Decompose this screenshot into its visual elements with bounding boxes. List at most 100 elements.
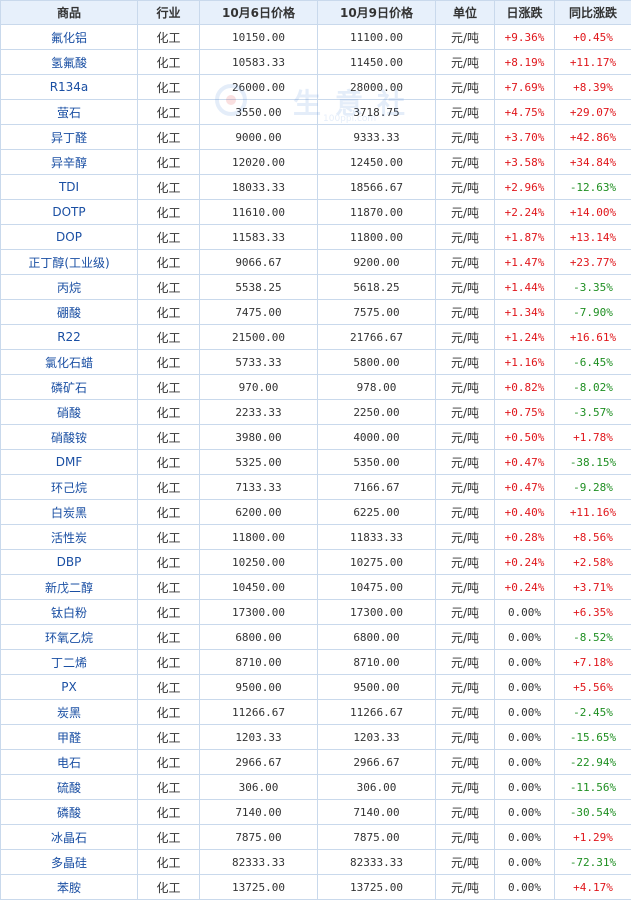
- yoy-change-cell: +8.56%: [555, 525, 631, 550]
- price-oct9-cell: 2250.00: [318, 400, 436, 425]
- commodity-link[interactable]: 萤石: [1, 100, 138, 125]
- commodity-link[interactable]: 炭黑: [1, 700, 138, 725]
- price-oct6-cell: 10150.00: [200, 25, 318, 50]
- price-oct9-cell: 7166.67: [318, 475, 436, 500]
- industry-cell: 化工: [138, 250, 200, 275]
- commodity-link[interactable]: 环氧乙烷: [1, 625, 138, 650]
- commodity-link[interactable]: 硫酸: [1, 775, 138, 800]
- price-oct6-cell: 2233.33: [200, 400, 318, 425]
- commodity-link[interactable]: 苯胺: [1, 875, 138, 900]
- commodity-link[interactable]: 氢氟酸: [1, 50, 138, 75]
- unit-cell: 元/吨: [436, 450, 495, 475]
- industry-cell: 化工: [138, 25, 200, 50]
- commodity-link[interactable]: 正丁醇(工业级): [1, 250, 138, 275]
- price-oct9-cell: 11800.00: [318, 225, 436, 250]
- daily-change-cell: 0.00%: [495, 625, 555, 650]
- commodity-link[interactable]: 磷酸: [1, 800, 138, 825]
- commodity-link[interactable]: 异辛醇: [1, 150, 138, 175]
- yoy-change-cell: +3.71%: [555, 575, 631, 600]
- unit-cell: 元/吨: [436, 475, 495, 500]
- unit-cell: 元/吨: [436, 775, 495, 800]
- commodity-link[interactable]: DBP: [1, 550, 138, 575]
- price-oct6-cell: 9500.00: [200, 675, 318, 700]
- daily-change-cell: +2.96%: [495, 175, 555, 200]
- commodity-link[interactable]: 电石: [1, 750, 138, 775]
- industry-cell: 化工: [138, 350, 200, 375]
- daily-change-cell: +0.24%: [495, 550, 555, 575]
- daily-change-cell: +1.47%: [495, 250, 555, 275]
- commodity-link[interactable]: 丙烷: [1, 275, 138, 300]
- yoy-change-cell: +0.45%: [555, 25, 631, 50]
- commodity-link[interactable]: DOP: [1, 225, 138, 250]
- commodity-link[interactable]: 多晶硅: [1, 850, 138, 875]
- industry-cell: 化工: [138, 425, 200, 450]
- price-oct9-cell: 9200.00: [318, 250, 436, 275]
- industry-cell: 化工: [138, 750, 200, 775]
- unit-cell: 元/吨: [436, 350, 495, 375]
- price-oct9-cell: 5350.00: [318, 450, 436, 475]
- commodity-link[interactable]: TDI: [1, 175, 138, 200]
- unit-cell: 元/吨: [436, 875, 495, 900]
- daily-change-cell: +0.40%: [495, 500, 555, 525]
- commodity-link[interactable]: R22: [1, 325, 138, 350]
- commodity-link[interactable]: 甲醛: [1, 725, 138, 750]
- price-oct9-cell: 21766.67: [318, 325, 436, 350]
- industry-cell: 化工: [138, 650, 200, 675]
- commodity-link[interactable]: 环己烷: [1, 475, 138, 500]
- price-oct6-cell: 11266.67: [200, 700, 318, 725]
- commodity-link[interactable]: DMF: [1, 450, 138, 475]
- price-oct9-cell: 8710.00: [318, 650, 436, 675]
- commodity-link[interactable]: 异丁醛: [1, 125, 138, 150]
- table-header-row: 商品 行业 10月6日价格 10月9日价格 单位 日涨跌 同比涨跌: [1, 1, 631, 25]
- commodity-link[interactable]: 丁二烯: [1, 650, 138, 675]
- commodity-link[interactable]: PX: [1, 675, 138, 700]
- price-oct9-cell: 2966.67: [318, 750, 436, 775]
- commodity-link[interactable]: 硝酸: [1, 400, 138, 425]
- yoy-change-cell: -2.45%: [555, 700, 631, 725]
- commodity-link[interactable]: 氟化铝: [1, 25, 138, 50]
- commodity-link[interactable]: 冰晶石: [1, 825, 138, 850]
- industry-cell: 化工: [138, 325, 200, 350]
- commodity-link[interactable]: 新戊二醇: [1, 575, 138, 600]
- unit-cell: 元/吨: [436, 550, 495, 575]
- commodity-link[interactable]: R134a: [1, 75, 138, 100]
- commodity-link[interactable]: 氯化石蜡: [1, 350, 138, 375]
- daily-change-cell: +3.70%: [495, 125, 555, 150]
- commodity-link[interactable]: 活性炭: [1, 525, 138, 550]
- commodity-link[interactable]: 硝酸铵: [1, 425, 138, 450]
- daily-change-cell: +0.82%: [495, 375, 555, 400]
- commodity-link[interactable]: 磷矿石: [1, 375, 138, 400]
- price-oct6-cell: 7140.00: [200, 800, 318, 825]
- commodity-link[interactable]: 白炭黑: [1, 500, 138, 525]
- price-oct9-cell: 5800.00: [318, 350, 436, 375]
- price-oct9-cell: 10475.00: [318, 575, 436, 600]
- price-oct6-cell: 21500.00: [200, 325, 318, 350]
- yoy-change-cell: -6.45%: [555, 350, 631, 375]
- commodity-link[interactable]: 钛白粉: [1, 600, 138, 625]
- commodity-link[interactable]: DOTP: [1, 200, 138, 225]
- price-oct6-cell: 5325.00: [200, 450, 318, 475]
- price-oct6-cell: 3550.00: [200, 100, 318, 125]
- price-oct6-cell: 1203.33: [200, 725, 318, 750]
- unit-cell: 元/吨: [436, 525, 495, 550]
- unit-cell: 元/吨: [436, 750, 495, 775]
- price-oct9-cell: 17300.00: [318, 600, 436, 625]
- commodity-link[interactable]: 硼酸: [1, 300, 138, 325]
- yoy-change-cell: -9.28%: [555, 475, 631, 500]
- price-oct6-cell: 6800.00: [200, 625, 318, 650]
- price-oct6-cell: 18033.33: [200, 175, 318, 200]
- price-oct6-cell: 11583.33: [200, 225, 318, 250]
- price-oct9-cell: 11100.00: [318, 25, 436, 50]
- yoy-change-cell: -30.54%: [555, 800, 631, 825]
